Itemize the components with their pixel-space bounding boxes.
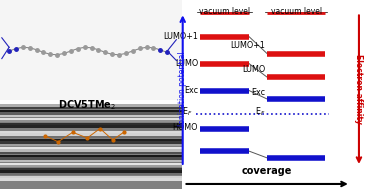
- Bar: [0, 104, 182, 107]
- Text: E$_F$: E$_F$: [255, 105, 265, 118]
- Bar: [0, 144, 182, 146]
- Bar: [0, 141, 182, 144]
- Text: Exc: Exc: [184, 86, 198, 95]
- Bar: [0, 157, 182, 160]
- Bar: [0, 147, 182, 149]
- Bar: [0, 149, 182, 152]
- Bar: [0, 0, 182, 100]
- Bar: [0, 110, 182, 112]
- Bar: [0, 176, 182, 178]
- Bar: [0, 104, 182, 189]
- Bar: [0, 165, 182, 167]
- Bar: [0, 131, 182, 133]
- Text: vacuum level: vacuum level: [270, 6, 322, 15]
- Bar: [0, 107, 182, 109]
- Bar: [0, 115, 182, 117]
- Bar: [0, 181, 182, 183]
- Bar: [0, 155, 182, 157]
- Text: DCV5TMe$_2$: DCV5TMe$_2$: [58, 98, 116, 112]
- Bar: [0, 123, 182, 125]
- Text: coverage: coverage: [242, 166, 292, 176]
- Bar: [0, 152, 182, 154]
- Bar: [0, 125, 182, 128]
- Text: Ionization potential: Ionization potential: [178, 52, 187, 126]
- Bar: [0, 160, 182, 162]
- Bar: [0, 128, 182, 130]
- Bar: [0, 136, 182, 138]
- Text: vacuum level: vacuum level: [199, 6, 250, 15]
- Bar: [0, 133, 182, 136]
- Bar: [0, 170, 182, 173]
- Bar: [0, 139, 182, 141]
- Text: Electron affinity: Electron affinity: [354, 54, 364, 124]
- Text: E$_F$: E$_F$: [183, 105, 193, 118]
- Text: LUMO: LUMO: [242, 65, 265, 74]
- Text: Exc: Exc: [251, 88, 265, 97]
- Bar: [0, 118, 182, 120]
- Text: LUMO+1: LUMO+1: [230, 41, 265, 50]
- Bar: [0, 168, 182, 170]
- Bar: [0, 173, 182, 175]
- Bar: [0, 120, 182, 122]
- Bar: [0, 178, 182, 181]
- Text: LUMO+1: LUMO+1: [163, 32, 198, 41]
- Bar: [0, 163, 182, 165]
- Text: HOMO: HOMO: [173, 123, 198, 132]
- Text: LUMO: LUMO: [175, 59, 198, 68]
- Bar: [0, 112, 182, 115]
